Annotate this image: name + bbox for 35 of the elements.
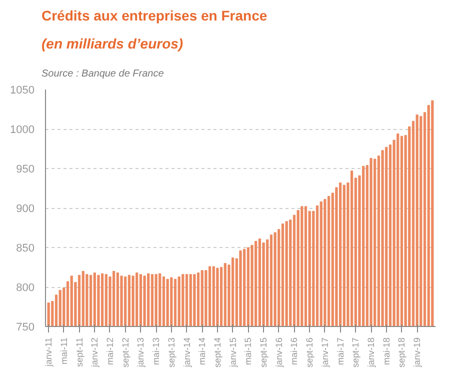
x-tick-label: mai-11 (58, 338, 69, 364)
y-tick-label: 1050 (10, 84, 35, 96)
x-tick-label: sept-13 (166, 337, 176, 368)
y-tick-label: 900 (16, 203, 35, 215)
x-tick-label: mai-16 (289, 337, 300, 366)
x-tick-label: janv-18 (366, 337, 376, 368)
x-tick-label: sept-16 (304, 337, 315, 368)
x-tick-label: sept-17 (350, 337, 361, 368)
x-tick-label: janv-17 (320, 337, 330, 368)
x-tick-label: mai-12 (104, 337, 115, 366)
y-tick-label: 750 (16, 322, 35, 334)
x-tick-label: sept-12 (120, 337, 130, 368)
x-tick-label: mai-14 (197, 337, 208, 366)
x-tick-label: janv-11 (44, 337, 54, 368)
y-tick-label: 950 (16, 164, 35, 176)
y-tick-label: 1000 (10, 124, 35, 136)
source-note: Source : Banque de France (42, 68, 164, 80)
chart-subtitle: (en milliards d’euros) (42, 36, 184, 52)
chart-title: Crédits aux entreprises en France (42, 8, 268, 24)
x-tick-label: mai-18 (381, 337, 392, 366)
y-tick-label: 850 (16, 242, 35, 254)
x-tick-label: janv-14 (182, 337, 192, 368)
x-tick-label: mai-15 (243, 337, 254, 366)
x-tick-label: sept-14 (212, 337, 222, 368)
x-tick-label: mai-13 (151, 337, 162, 366)
x-tick-label: sept-18 (396, 337, 407, 368)
x-tick-label: janv-19 (412, 337, 422, 368)
x-tick-label: janv-15 (228, 337, 238, 368)
x-tick-label: janv-16 (274, 337, 284, 368)
x-tick-label: janv-13 (136, 337, 146, 368)
y-tick-label: 800 (16, 282, 35, 294)
x-tick-label: sept-15 (258, 337, 269, 368)
x-tick-label: sept-11 (74, 337, 84, 367)
x-tick-label: mai-17 (335, 337, 346, 366)
x-tick-label: janv-12 (90, 337, 100, 368)
